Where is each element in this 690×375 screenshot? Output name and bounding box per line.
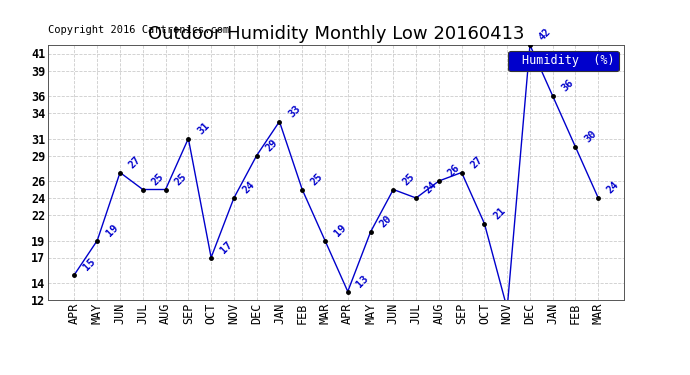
Text: 25: 25 [150, 171, 166, 188]
Text: 42: 42 [537, 27, 553, 43]
Text: 26: 26 [446, 163, 462, 179]
Text: 29: 29 [264, 137, 279, 153]
Text: 24: 24 [605, 180, 621, 196]
Text: 24: 24 [241, 180, 257, 196]
Text: 11: 11 [0, 374, 1, 375]
Text: 21: 21 [491, 206, 507, 221]
Text: 36: 36 [560, 78, 575, 94]
Text: 27: 27 [127, 154, 143, 170]
Text: 15: 15 [81, 256, 97, 272]
Text: 33: 33 [286, 104, 302, 119]
Text: 19: 19 [332, 222, 348, 238]
Text: 27: 27 [469, 154, 484, 170]
Text: 19: 19 [104, 222, 120, 238]
Text: 24: 24 [423, 180, 439, 196]
Text: 30: 30 [582, 129, 598, 145]
Text: 25: 25 [309, 171, 325, 188]
Text: Copyright 2016 Cartronics.com: Copyright 2016 Cartronics.com [48, 25, 230, 35]
Text: 20: 20 [377, 214, 393, 230]
Text: 25: 25 [400, 171, 416, 188]
Text: 17: 17 [218, 239, 234, 255]
Text: 25: 25 [172, 171, 188, 188]
Title: Outdoor Humidity Monthly Low 20160413: Outdoor Humidity Monthly Low 20160413 [148, 26, 524, 44]
Text: 13: 13 [355, 273, 371, 290]
Legend: Humidity  (%): Humidity (%) [509, 51, 618, 71]
Text: 31: 31 [195, 120, 211, 136]
